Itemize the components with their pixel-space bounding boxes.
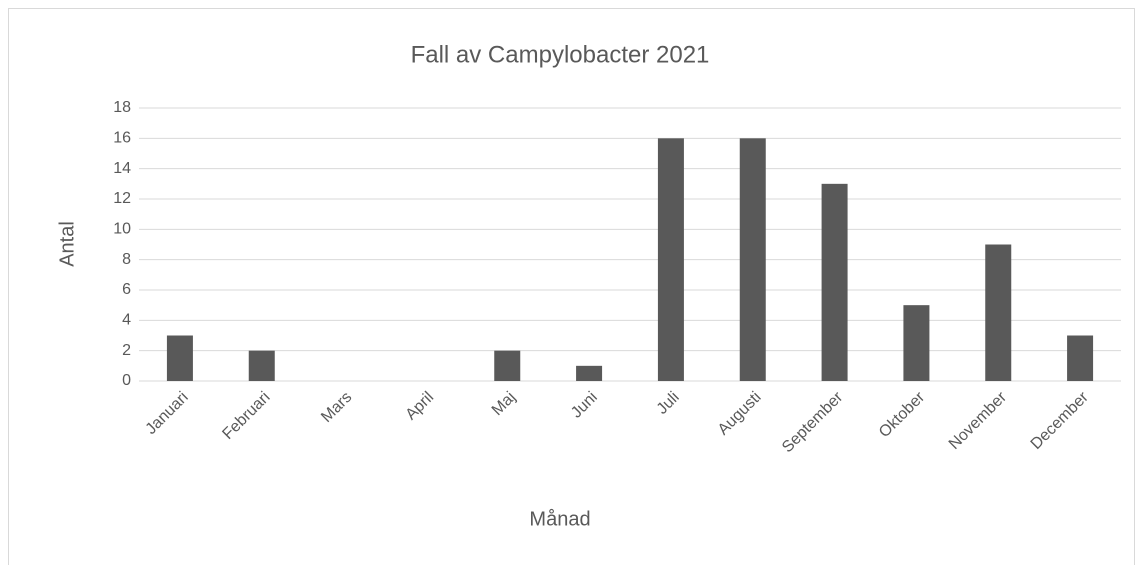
- bar: [248, 350, 275, 381]
- y-tick-label: 2: [122, 342, 131, 359]
- bar: [985, 244, 1012, 381]
- y-tick-label: 8: [122, 251, 131, 268]
- bar: [166, 335, 193, 381]
- y-tick-label: 16: [113, 130, 131, 147]
- y-tick-label: 4: [122, 312, 131, 329]
- y-tick-label: 0: [122, 372, 131, 389]
- bar: [903, 305, 930, 381]
- bar: [576, 365, 603, 381]
- bar: [1067, 335, 1094, 381]
- y-tick-label: 6: [122, 281, 131, 298]
- y-tick-label: 12: [113, 190, 131, 207]
- bar: [821, 183, 848, 381]
- y-tick-label: 14: [113, 160, 131, 177]
- chart-title: Fall av Campylobacter 2021: [411, 41, 710, 68]
- y-tick-label: 18: [113, 99, 131, 116]
- bar: [739, 138, 766, 381]
- x-axis-label: Månad: [529, 508, 590, 530]
- y-tick-label: 10: [113, 221, 131, 238]
- bar: [494, 350, 521, 381]
- y-axis-label: Antal: [56, 221, 78, 267]
- bar: [657, 138, 684, 381]
- chart-border: [8, 8, 1135, 565]
